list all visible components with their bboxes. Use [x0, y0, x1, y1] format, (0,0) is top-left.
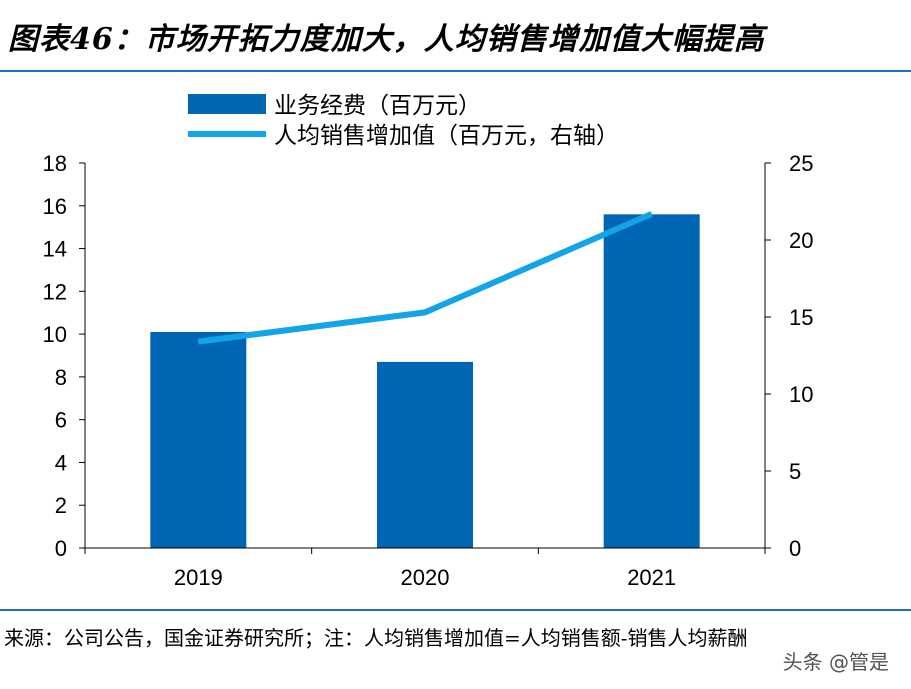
- left-tick-label: 14: [43, 237, 67, 262]
- right-tick-label: 15: [789, 305, 813, 330]
- left-tick-label: 18: [43, 151, 67, 176]
- left-tick-label: 2: [55, 493, 67, 518]
- chart-title: 图表46：市场开拓力度加大，人均销售增加值大幅提高: [8, 22, 765, 57]
- bar-2021: [603, 214, 700, 549]
- legend-swatch-bar: [188, 94, 266, 114]
- left-tick-label: 6: [55, 408, 67, 433]
- source-bar: 来源：公司公告，国金证券研究所；注：人均销售增加值=人均销售额-销售人均薪酬 头…: [0, 609, 911, 689]
- title-bar: 图表46：市场开拓力度加大，人均销售增加值大幅提高: [0, 0, 911, 72]
- right-tick-label: 10: [789, 382, 813, 407]
- left-tick-label: 4: [55, 450, 67, 475]
- x-tick-label: 2020: [401, 565, 450, 590]
- left-tick-label: 8: [55, 365, 67, 390]
- source-note: 来源：公司公告，国金证券研究所；注：人均销售增加值=人均销售额-销售人均薪酬: [4, 626, 748, 650]
- x-tick-label: 2021: [627, 565, 676, 590]
- chart-area: 0 2 4 6 8 10 12 14 16 18 0 5 10 15 20 25 2019 2020 2021 业务经…: [18, 72, 824, 604]
- x-tick-label: 2019: [174, 565, 223, 590]
- left-tick-label: 12: [43, 279, 67, 304]
- right-tick-label: 20: [789, 228, 813, 253]
- line-point-2020: [424, 311, 426, 313]
- line-series-per-capita: [197, 211, 653, 345]
- chart-svg: 0 2 4 6 8 10 12 14 16 18 0 5 10 15 20 25 2019 2020 2021 业务经…: [43, 92, 814, 590]
- right-tick-label: 5: [789, 459, 801, 484]
- left-tick-label: 10: [43, 322, 67, 347]
- right-tick-label: 25: [789, 151, 813, 176]
- line-point-2019: [197, 341, 199, 343]
- line-point-2021: [651, 213, 653, 215]
- watermark: 头条 @管是: [782, 650, 889, 674]
- right-tick-label: 0: [789, 536, 801, 561]
- left-tick-label: 16: [43, 194, 67, 219]
- bar-2019: [150, 331, 247, 548]
- bar-2020: [377, 361, 473, 548]
- left-tick-label: 0: [55, 536, 67, 561]
- legend-label-line: 人均销售增加值（百万元，右轴）: [274, 122, 619, 148]
- legend-label-bar: 业务经费（百万元）: [274, 92, 481, 118]
